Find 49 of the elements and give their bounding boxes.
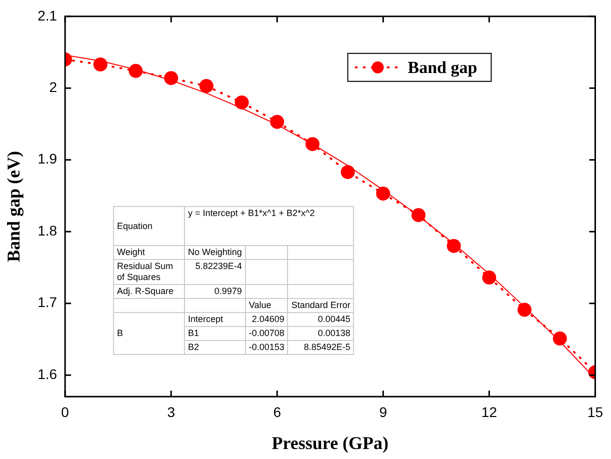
- annotation: 0.00445: [288, 312, 354, 326]
- y-tick-label: 1.7: [38, 294, 58, 310]
- point: [376, 186, 390, 201]
- annotation: -0.00708: [245, 326, 288, 340]
- annotation: Intercept: [184, 312, 246, 326]
- point: [164, 71, 178, 86]
- point: [234, 95, 249, 110]
- point: [518, 302, 532, 317]
- annotation: Adj. R-Square: [114, 284, 184, 298]
- annotation: Weight: [114, 246, 184, 260]
- x-tick-label: 15: [587, 404, 604, 420]
- point: [340, 165, 355, 180]
- legend-label: Band gap: [408, 58, 478, 77]
- y-tick-label: 1.8: [38, 222, 58, 238]
- x-tick-label: 3: [167, 404, 176, 420]
- annotation: 2.04609: [245, 312, 288, 326]
- point: [93, 57, 108, 72]
- point: [411, 208, 426, 222]
- annotation: 5.82239E-4: [184, 260, 246, 284]
- y-tick-label: 1.9: [38, 150, 58, 167]
- point: [305, 137, 320, 152]
- annotation: No Weighting: [184, 246, 246, 260]
- annotation: Residual Sum of Squares: [114, 260, 184, 284]
- y-tick-label: 1.6: [38, 366, 58, 382]
- annotation: Standard Error: [288, 298, 354, 312]
- annotation: Equation: [114, 206, 184, 246]
- y-axis-title: Band gap (eV): [3, 150, 24, 262]
- annotation: B2: [184, 340, 246, 354]
- x-tick-label: 12: [481, 404, 498, 420]
- point: [446, 238, 461, 253]
- x-tick-label: 0: [61, 404, 70, 420]
- point: [482, 270, 496, 285]
- point: [270, 114, 284, 129]
- point: [128, 64, 143, 78]
- y-tick-label: 2.1: [38, 7, 58, 24]
- x-tick-label: 9: [379, 404, 388, 420]
- annotation: -0.00153: [245, 340, 288, 354]
- annotation: 0.9979: [184, 284, 246, 298]
- annotation: y = Intercept + B1*x^1 + B2*x^2: [184, 206, 354, 246]
- annotation: Value: [245, 298, 288, 312]
- point: [199, 78, 214, 93]
- y-tick-label: 2: [49, 78, 58, 95]
- point: [552, 331, 567, 346]
- x-axis-title: Pressure (GPa): [272, 432, 389, 453]
- annotation: B1: [184, 326, 246, 340]
- annotation: 8.85492E-5: [288, 340, 354, 354]
- x-tick-label: 6: [273, 404, 282, 420]
- annotation: B: [114, 312, 184, 354]
- annotation: 0.00138: [288, 326, 354, 340]
